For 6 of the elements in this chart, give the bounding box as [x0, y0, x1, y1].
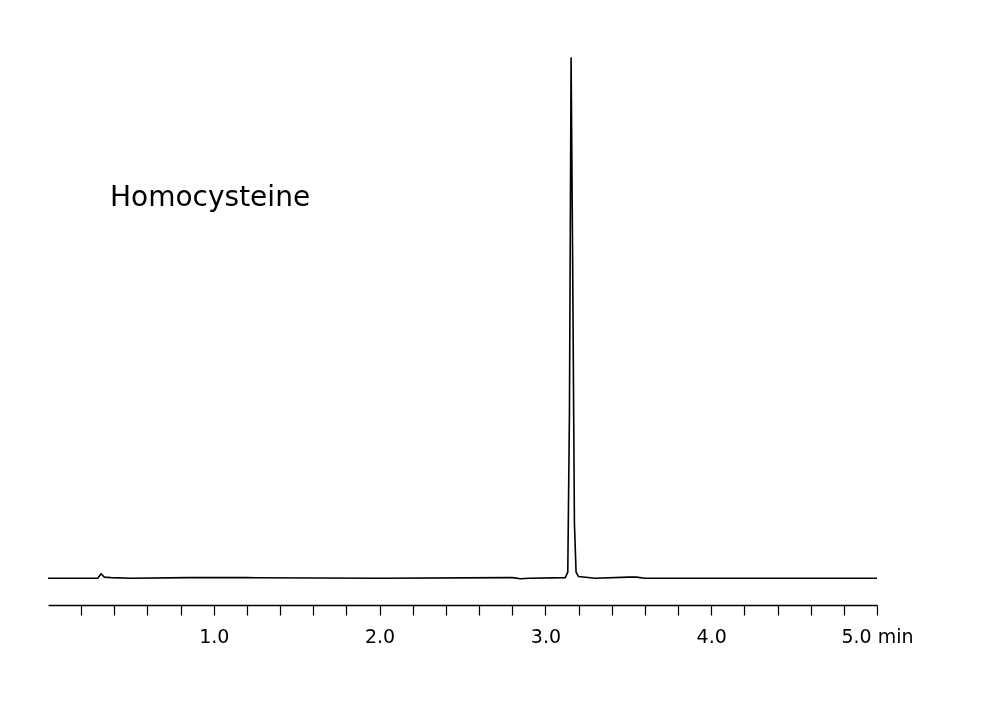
- x-tick-label: 4.0: [696, 624, 727, 647]
- x-tick-label: 3.0: [530, 624, 562, 647]
- x-tick-label: 1.0: [199, 624, 230, 647]
- x-tick-label: 2.0: [364, 624, 396, 647]
- x-tick-label: 5.0 min: [841, 624, 914, 647]
- annotation: Homocysteine: [110, 180, 311, 213]
